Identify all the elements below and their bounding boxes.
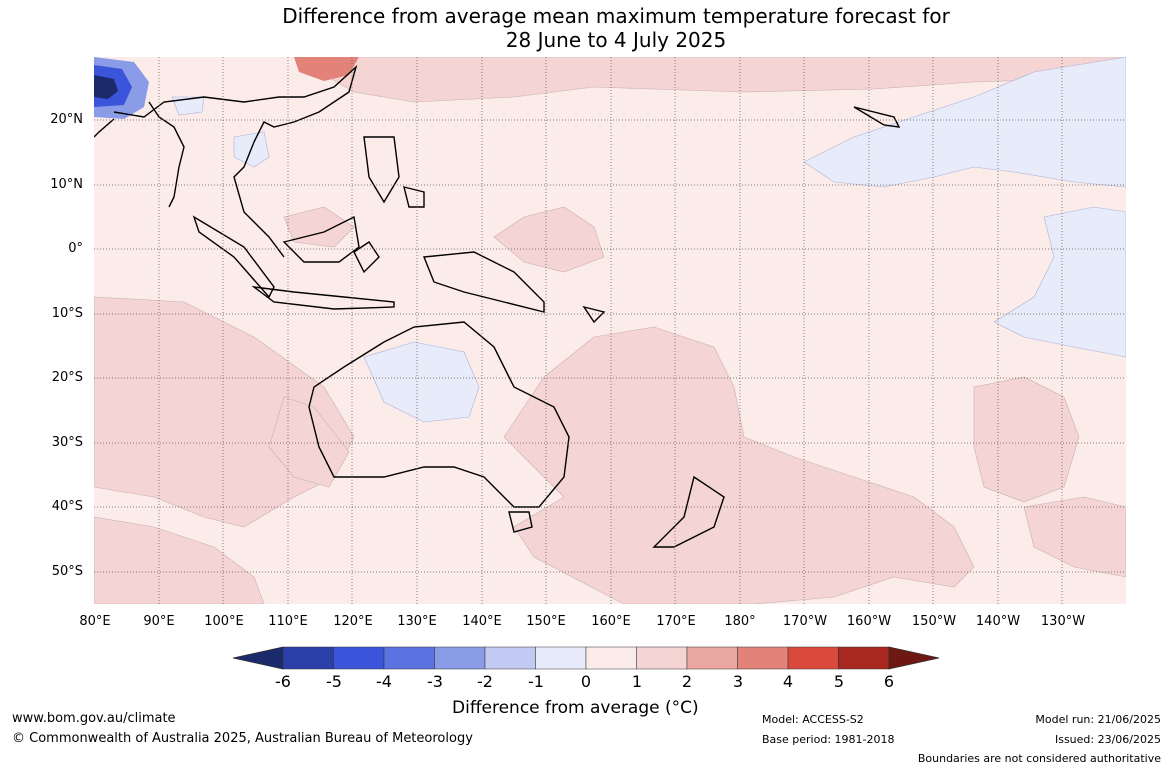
boundaries-disclaimer: Boundaries are not considered authoritat… — [917, 752, 1161, 765]
colorbar-min-triangle — [232, 646, 284, 670]
legend-title: Difference from average (°C) — [452, 698, 699, 718]
colorbar-tick-label: 2 — [681, 672, 693, 691]
lat-label: 20°S — [51, 370, 83, 385]
model-run-date: Model run: 21/06/2025 — [1035, 713, 1161, 726]
lat-label: 20°N — [50, 112, 83, 127]
colorbar-tick-label: -5 — [326, 672, 342, 691]
coastlines — [94, 64, 901, 548]
copyright: © Commonwealth of Australia 2025, Austra… — [12, 731, 473, 746]
base-period: Base period: 1981-2018 — [762, 733, 895, 746]
colorbar-segment — [333, 646, 385, 670]
lat-label: 0° — [68, 241, 83, 256]
lon-label: 170°W — [782, 614, 828, 629]
lat-label: 40°S — [51, 499, 83, 514]
colorbar-segment — [838, 646, 890, 670]
lat-label: 10°S — [51, 306, 83, 321]
lon-label: 110°E — [268, 614, 308, 629]
lon-label: 80°E — [79, 614, 111, 629]
lon-label: 160°E — [591, 614, 631, 629]
colorbar-tick-label: 3 — [732, 672, 744, 691]
colorbar-tick-label: 6 — [883, 672, 895, 691]
lon-label: 140°W — [975, 614, 1021, 629]
colorbar-max-triangle — [888, 646, 940, 670]
colorbar-tick-label: -2 — [477, 672, 493, 691]
lon-label: 170°E — [656, 614, 696, 629]
colorbar-segment — [282, 646, 334, 670]
map-title: Difference from average mean maximum tem… — [0, 4, 1173, 52]
graticule — [94, 57, 1126, 604]
colorbar-tick-label: -6 — [275, 672, 291, 691]
colorbar-segment — [585, 646, 637, 670]
colorbar-segment — [383, 646, 435, 670]
lon-label: 130°E — [397, 614, 437, 629]
website-link[interactable]: www.bom.gov.au/climate — [12, 711, 176, 726]
lat-label: 50°S — [51, 564, 83, 579]
colorbar-segment — [484, 646, 536, 670]
colorbar-tick-label: -3 — [427, 672, 443, 691]
colorbar-tick-label: 5 — [833, 672, 845, 691]
issued-date: Issued: 23/06/2025 — [1054, 733, 1161, 746]
colorbar-segment — [434, 646, 486, 670]
lon-label: 130°W — [1040, 614, 1086, 629]
title-line2: 28 June to 4 July 2025 — [505, 28, 727, 52]
lat-label: 10°N — [50, 177, 83, 192]
lon-label: 180° — [724, 614, 756, 629]
colorbar-tick-label: -4 — [376, 672, 392, 691]
colorbar-tick-label: -1 — [528, 672, 544, 691]
forecast-map — [94, 57, 1126, 604]
lon-label: 100°E — [204, 614, 244, 629]
title-line1: Difference from average mean maximum tem… — [282, 4, 950, 28]
colorbar-tick-label: 1 — [631, 672, 643, 691]
lon-label: 160°W — [846, 614, 892, 629]
anomaly-minus1-to-0-regions — [171, 57, 1126, 423]
colorbar-segment — [535, 646, 587, 670]
colorbar-segment — [737, 646, 789, 670]
colorbar-segment — [636, 646, 688, 670]
lon-label: 150°E — [526, 614, 566, 629]
colorbar-tick-label: 4 — [782, 672, 794, 691]
cold-anomaly-blob — [94, 57, 149, 119]
lat-label: 30°S — [51, 435, 83, 450]
colorbar-segment — [787, 646, 839, 670]
lon-label: 150°W — [911, 614, 957, 629]
lon-label: 90°E — [143, 614, 175, 629]
lon-label: 120°E — [333, 614, 373, 629]
colorbar — [232, 646, 940, 670]
model-name: Model: ACCESS-S2 — [762, 713, 864, 726]
lon-label: 140°E — [462, 614, 502, 629]
anomaly-2-to-3-region — [294, 57, 359, 81]
colorbar-segment — [686, 646, 738, 670]
colorbar-tick-label: 0 — [580, 672, 592, 691]
